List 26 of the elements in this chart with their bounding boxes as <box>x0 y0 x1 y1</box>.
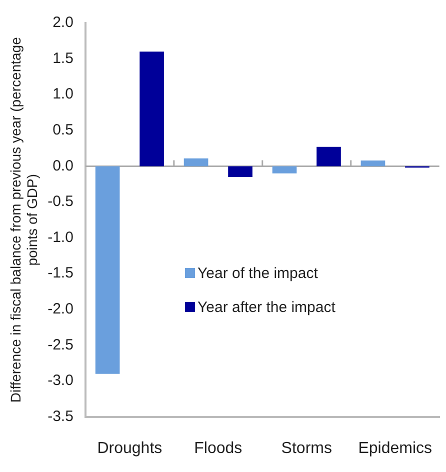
y-tick-label: -1.0 <box>48 228 74 246</box>
x-tick-label: Droughts <box>97 440 162 457</box>
bar <box>228 166 252 177</box>
y-tick-label: 0.5 <box>52 122 74 139</box>
x-tick-label: Storms <box>281 440 332 457</box>
bar <box>316 146 341 166</box>
legend-label: Year after the impact <box>198 298 336 316</box>
y-tick-label: -2.0 <box>48 300 74 318</box>
y-tick-label: 0.0 <box>52 157 74 174</box>
y-tick-label: -3.5 <box>48 408 74 425</box>
y-tick-label: 2.0 <box>52 14 74 32</box>
bar <box>95 166 120 374</box>
y-tick-label: 1.5 <box>52 50 74 67</box>
legend-label: Year of the impact <box>198 264 318 282</box>
bar <box>272 166 297 174</box>
y-tick-label: -3.0 <box>48 372 74 390</box>
bar <box>184 158 208 166</box>
y-tick-label: 1.0 <box>52 86 74 103</box>
y-tick-label: -1.5 <box>48 264 74 282</box>
bar <box>360 160 386 166</box>
y-tick-label: -2.5 <box>48 336 74 354</box>
x-tick-label: Floods <box>194 440 242 457</box>
y-axis-title: Difference in fiscal balance from previous year (percentage points of GDP) <box>7 36 40 403</box>
bar <box>140 52 164 166</box>
x-tick-label: Epidemics <box>358 440 432 457</box>
y-tick-label: -0.5 <box>48 193 74 210</box>
